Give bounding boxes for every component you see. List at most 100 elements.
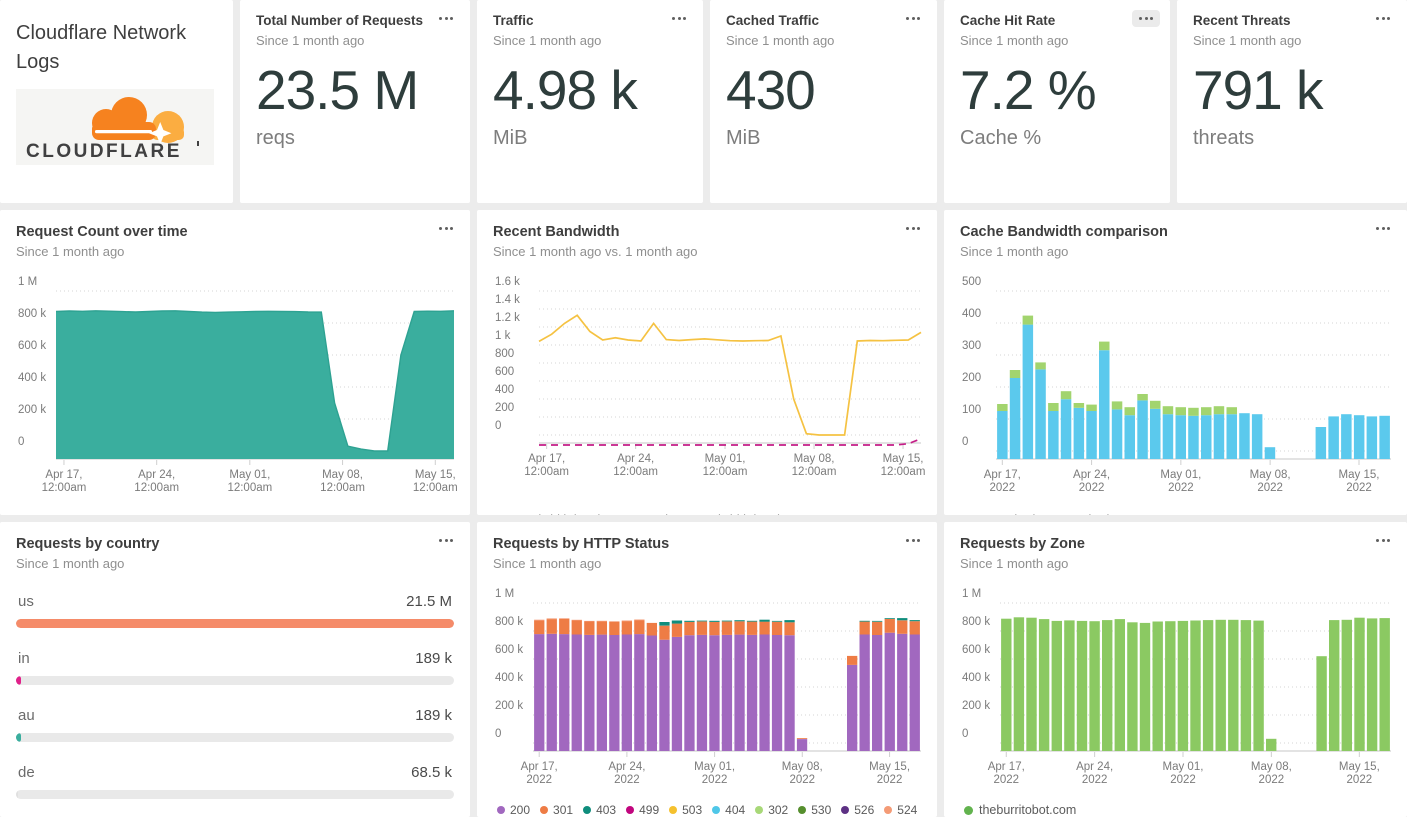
panel-title: Requests by Zone: [960, 536, 1085, 552]
panel-menu-button[interactable]: [1369, 532, 1397, 549]
legend-item[interactable]: Bandwidth in MiB: [497, 513, 609, 515]
panel-menu-button[interactable]: [1369, 10, 1397, 27]
panel-menu-button[interactable]: [899, 532, 927, 549]
svg-text:500: 500: [962, 276, 981, 288]
country-row[interactable]: in 189 k: [16, 650, 454, 686]
legend-item[interactable]: theburritobot.com: [964, 803, 1076, 817]
legend-label: Uncached: [979, 513, 1035, 515]
svg-text:Apr 24,2022: Apr 24, 2022: [1076, 761, 1113, 786]
svg-text:May 08,12:00am: May 08, 12:00am: [320, 469, 365, 494]
panel-title: Request Count over time: [16, 224, 188, 240]
svg-text:100: 100: [962, 404, 981, 416]
legend-dot-icon: [798, 806, 807, 815]
country-label: in: [18, 650, 30, 668]
chart-requests-by-country: Requests by country Since 1 month ago us…: [0, 522, 470, 817]
svg-text:400 k: 400 k: [495, 672, 523, 684]
http-status-chart-canvas[interactable]: 1 M 800 k 600 k 400 k 200 k 0 Apr 17, 2022 Apr 2…: [493, 579, 921, 791]
svg-text:May 08,2022: May 08, 2022: [1251, 761, 1292, 786]
panel-menu-button[interactable]: [1132, 10, 1160, 27]
svg-text:600: 600: [495, 366, 514, 378]
svg-text:0: 0: [962, 436, 968, 448]
country-bar-track: [16, 733, 454, 743]
legend-item[interactable]: 302: [755, 803, 788, 817]
panel-subtitle: Since 1 month ago: [960, 556, 1069, 572]
chart-http-status: Requests by HTTP Status Since 1 month ag…: [477, 522, 937, 817]
cache-bandwidth-chart-canvas[interactable]: 500 400 300 200 100 0 Apr 17, 2022 Apr 24, 2022 Ma…: [960, 267, 1391, 501]
panel-title: Requests by HTTP Status: [493, 536, 670, 552]
svg-text:0: 0: [18, 436, 24, 448]
country-bar-fill: [16, 676, 21, 686]
panel-menu-button[interactable]: [665, 10, 693, 27]
legend-item[interactable]: 301: [540, 803, 573, 817]
panel-title: Total Number of Requests: [256, 13, 424, 28]
country-label: au: [18, 707, 35, 725]
panel-menu-button[interactable]: [899, 220, 927, 237]
stat-total-requests: Total Number of Requests Since 1 month a…: [240, 0, 470, 203]
legend-label: 524: [897, 803, 918, 817]
recent-bandwidth-chart-canvas[interactable]: 1.6 k 1.4 k 1.2 k 1 k 800 600 400 200 0 Apr 17, 12…: [493, 267, 925, 501]
panel-subtitle: Since 1 month ago: [726, 32, 835, 48]
panel-menu-button[interactable]: [432, 220, 460, 237]
svg-text:800 k: 800 k: [495, 616, 523, 628]
chart-recent-bandwidth: Recent Bandwidth Since 1 month ago vs. 1…: [477, 210, 937, 515]
legend-label: 503: [682, 803, 703, 817]
legend-label: Previous Bandwidth in MiB: [640, 513, 789, 515]
country-row-header: us 21.5 M: [16, 593, 454, 610]
svg-text:1 M: 1 M: [495, 588, 514, 600]
legend-item[interactable]: Uncached: [964, 513, 1035, 515]
country-bar-fill: [16, 733, 21, 743]
stat-cached-traffic: Cached Traffic Since 1 month ago 430 MiB: [710, 0, 937, 203]
panel-subtitle: Since 1 month ago: [493, 556, 602, 572]
legend-item[interactable]: Cached: [1051, 513, 1109, 515]
legend-item[interactable]: 530: [798, 803, 831, 817]
svg-text:0: 0: [962, 728, 968, 740]
legend-label: Bandwidth in MiB: [512, 513, 609, 515]
country-row[interactable]: de 68.5 k: [16, 764, 454, 800]
cloudflare-logo: CLOUDFLARE: [16, 89, 214, 165]
svg-text:400: 400: [495, 384, 514, 396]
panel-menu-button[interactable]: [432, 532, 460, 549]
svg-text:600 k: 600 k: [962, 644, 990, 656]
svg-text:May 01,2022: May 01, 2022: [694, 761, 735, 786]
legend-item[interactable]: 503: [669, 803, 702, 817]
country-row[interactable]: au 189 k: [16, 707, 454, 743]
dashboard-title: Cloudflare Network Logs: [16, 22, 187, 73]
country-bar-fill: [16, 619, 454, 629]
stat-unit: reqs: [256, 126, 295, 149]
country-row[interactable]: us 21.5 M: [16, 593, 454, 629]
stat-recent-threats: Recent Threats Since 1 month ago 791 k t…: [1177, 0, 1407, 203]
chart-legend: 200 301 403 499 503 404 302 530 526 524: [497, 803, 921, 817]
chart-request-count: Request Count over time Since 1 month ag…: [0, 210, 470, 515]
legend-item[interactable]: 499: [626, 803, 659, 817]
cloudflare-logo-icon: CLOUDFLARE: [26, 97, 199, 162]
chart-requests-by-zone: Requests by Zone Since 1 month ago 1 M 80…: [944, 522, 1407, 817]
panel-title: Recent Threats: [1193, 13, 1291, 28]
svg-text:1 M: 1 M: [962, 588, 981, 600]
legend-item[interactable]: 403: [583, 803, 616, 817]
legend-item[interactable]: Previous Bandwidth in MiB: [625, 513, 789, 515]
legend-label: 530: [811, 803, 832, 817]
legend-item[interactable]: 526: [841, 803, 874, 817]
country-bar-list: us 21.5 M in 189 k au 189 k de 68.5 k: [16, 593, 454, 800]
legend-item[interactable]: 200: [497, 803, 530, 817]
panel-menu-button[interactable]: [432, 10, 460, 27]
legend-item[interactable]: 404: [712, 803, 745, 817]
svg-text:0: 0: [495, 420, 501, 432]
svg-text:May 15,12:00am: May 15, 12:00am: [413, 469, 458, 494]
svg-text:200: 200: [962, 372, 981, 384]
svg-text:200 k: 200 k: [18, 404, 46, 416]
svg-text:May 15,12:00am: May 15, 12:00am: [881, 453, 926, 478]
svg-text:Apr 24,12:00am: Apr 24, 12:00am: [613, 453, 658, 478]
svg-text:800: 800: [495, 348, 514, 360]
panel-menu-button[interactable]: [1369, 220, 1397, 237]
country-value: 21.5 M: [406, 593, 452, 611]
country-label: us: [18, 593, 34, 611]
panel-menu-button[interactable]: [899, 10, 927, 27]
request-count-chart-canvas[interactable]: 1 M 800 k 600 k 400 k 200 k 0 Apr 17, 12:00am Ap…: [16, 267, 458, 501]
country-row-header: in 189 k: [16, 650, 454, 667]
requests-by-zone-chart-canvas[interactable]: 1 M 800 k 600 k 400 k 200 k 0 Apr 17, 2022 Apr 2…: [960, 579, 1391, 791]
svg-text:1.2 k: 1.2 k: [495, 312, 520, 324]
legend-dot-icon: [964, 805, 973, 815]
legend-item[interactable]: 524: [884, 803, 917, 817]
